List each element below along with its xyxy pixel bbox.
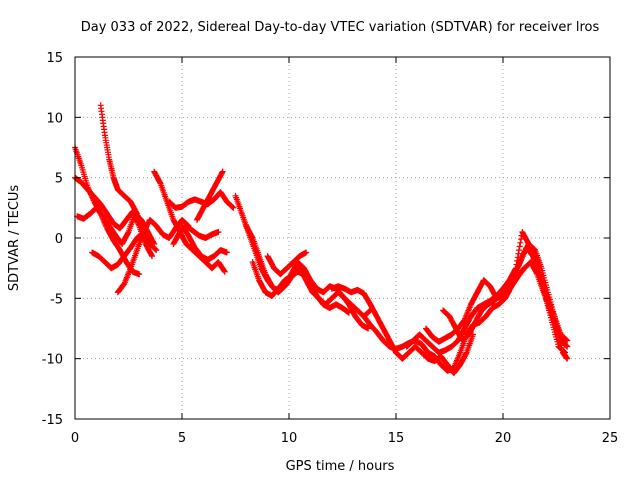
series-track-4: [97, 102, 160, 254]
y-tick-label: 10: [46, 111, 63, 126]
plus-markers: [179, 222, 230, 263]
series-track-11: [194, 168, 226, 223]
chart-title: Day 033 of 2022, Sidereal Day-to-day VTE…: [81, 20, 600, 35]
series-track-9: [179, 222, 230, 263]
y-tick-label: 0: [55, 232, 63, 247]
x-tick-label: 15: [388, 431, 405, 446]
grid-lines: [75, 57, 610, 419]
x-tick-label: 25: [602, 431, 619, 446]
series-track-10: [170, 222, 222, 247]
y-tick-label: -15: [42, 413, 63, 428]
plus-markers: [243, 222, 372, 332]
series-track-5: [89, 229, 147, 272]
y-tick-label: -5: [50, 292, 63, 307]
x-tick-label: 20: [495, 431, 512, 446]
plus-markers: [170, 222, 222, 247]
y-tick-label: 5: [55, 172, 63, 187]
y-axis-label: SDTVAR / TECUs: [7, 185, 22, 292]
series-track-13: [243, 222, 372, 332]
series-track-20: [440, 244, 569, 356]
x-tick-label: 5: [178, 431, 186, 446]
plus-markers: [97, 102, 160, 254]
x-axis-label: GPS time / hours: [286, 459, 395, 474]
plus-markers: [440, 244, 569, 356]
data-marks: [72, 102, 571, 377]
series-track-6: [114, 216, 192, 296]
series-track-19: [403, 229, 571, 356]
series-track-14: [249, 259, 352, 316]
y-tick-label: -10: [42, 353, 63, 368]
plus-markers: [194, 168, 226, 223]
x-tick-label: 10: [281, 431, 298, 446]
plus-markers: [264, 249, 310, 278]
x-tick-label: 0: [71, 431, 79, 446]
series-track-15: [264, 249, 310, 278]
plus-markers: [403, 229, 571, 356]
plus-markers: [114, 216, 192, 296]
y-tick-label: 15: [46, 51, 63, 66]
axis-ticks: 0 5 10 15 20 25 -15 -10 -5 0 5 10 15: [42, 51, 619, 446]
plus-markers: [89, 229, 147, 272]
plus-markers: [249, 259, 352, 316]
